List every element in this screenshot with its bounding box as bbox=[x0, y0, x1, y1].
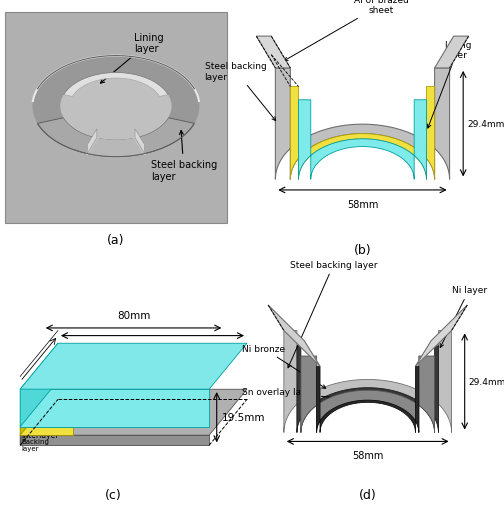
Text: (c): (c) bbox=[105, 489, 122, 501]
Text: Ni layer: Ni layer bbox=[440, 286, 487, 348]
Bar bbox=[5, 13, 227, 224]
Text: Ni bronze: Ni bronze bbox=[242, 344, 326, 388]
Text: Lining layer: Lining layer bbox=[45, 404, 99, 413]
Text: Interlayer: Interlayer bbox=[22, 430, 59, 439]
Polygon shape bbox=[297, 346, 438, 433]
Polygon shape bbox=[298, 101, 426, 180]
Text: Lining
layer: Lining layer bbox=[100, 33, 164, 84]
Text: (d): (d) bbox=[359, 489, 376, 501]
Polygon shape bbox=[20, 381, 111, 427]
Polygon shape bbox=[290, 88, 434, 180]
Text: Steel backing layer: Steel backing layer bbox=[288, 260, 377, 368]
Polygon shape bbox=[20, 389, 209, 427]
Polygon shape bbox=[415, 305, 467, 366]
Text: 19.5mm: 19.5mm bbox=[222, 412, 265, 422]
Polygon shape bbox=[20, 389, 58, 445]
Polygon shape bbox=[257, 37, 290, 69]
Polygon shape bbox=[64, 73, 168, 97]
Text: 29.4mm: 29.4mm bbox=[467, 120, 504, 129]
Polygon shape bbox=[20, 389, 247, 435]
Polygon shape bbox=[37, 119, 195, 157]
Text: Al or brazed
sheet: Al or brazed sheet bbox=[284, 0, 409, 62]
Polygon shape bbox=[20, 381, 58, 435]
Text: 58mm: 58mm bbox=[352, 450, 384, 461]
Polygon shape bbox=[268, 305, 320, 366]
Polygon shape bbox=[87, 129, 97, 154]
Text: Steel backing
layer: Steel backing layer bbox=[151, 131, 217, 181]
Polygon shape bbox=[434, 37, 469, 69]
Polygon shape bbox=[87, 138, 145, 157]
Polygon shape bbox=[20, 344, 58, 427]
Polygon shape bbox=[275, 69, 450, 180]
Polygon shape bbox=[60, 73, 171, 140]
Text: Lining
layer: Lining layer bbox=[427, 41, 472, 129]
Text: Sn overlay layer: Sn overlay layer bbox=[242, 387, 357, 402]
Text: 58mm: 58mm bbox=[347, 200, 378, 210]
Text: (a): (a) bbox=[107, 234, 124, 247]
Polygon shape bbox=[20, 427, 73, 435]
Polygon shape bbox=[32, 56, 200, 157]
Text: (b): (b) bbox=[354, 244, 371, 257]
Text: 29.4mm: 29.4mm bbox=[469, 377, 504, 386]
Text: Backing
layer: Backing layer bbox=[22, 438, 49, 451]
Text: 80mm: 80mm bbox=[117, 310, 150, 321]
Polygon shape bbox=[135, 129, 145, 154]
Text: Steel backing
layer: Steel backing layer bbox=[205, 62, 276, 122]
Polygon shape bbox=[20, 344, 247, 389]
Polygon shape bbox=[284, 331, 452, 433]
Polygon shape bbox=[301, 356, 434, 433]
Polygon shape bbox=[317, 366, 419, 433]
Polygon shape bbox=[20, 435, 209, 445]
